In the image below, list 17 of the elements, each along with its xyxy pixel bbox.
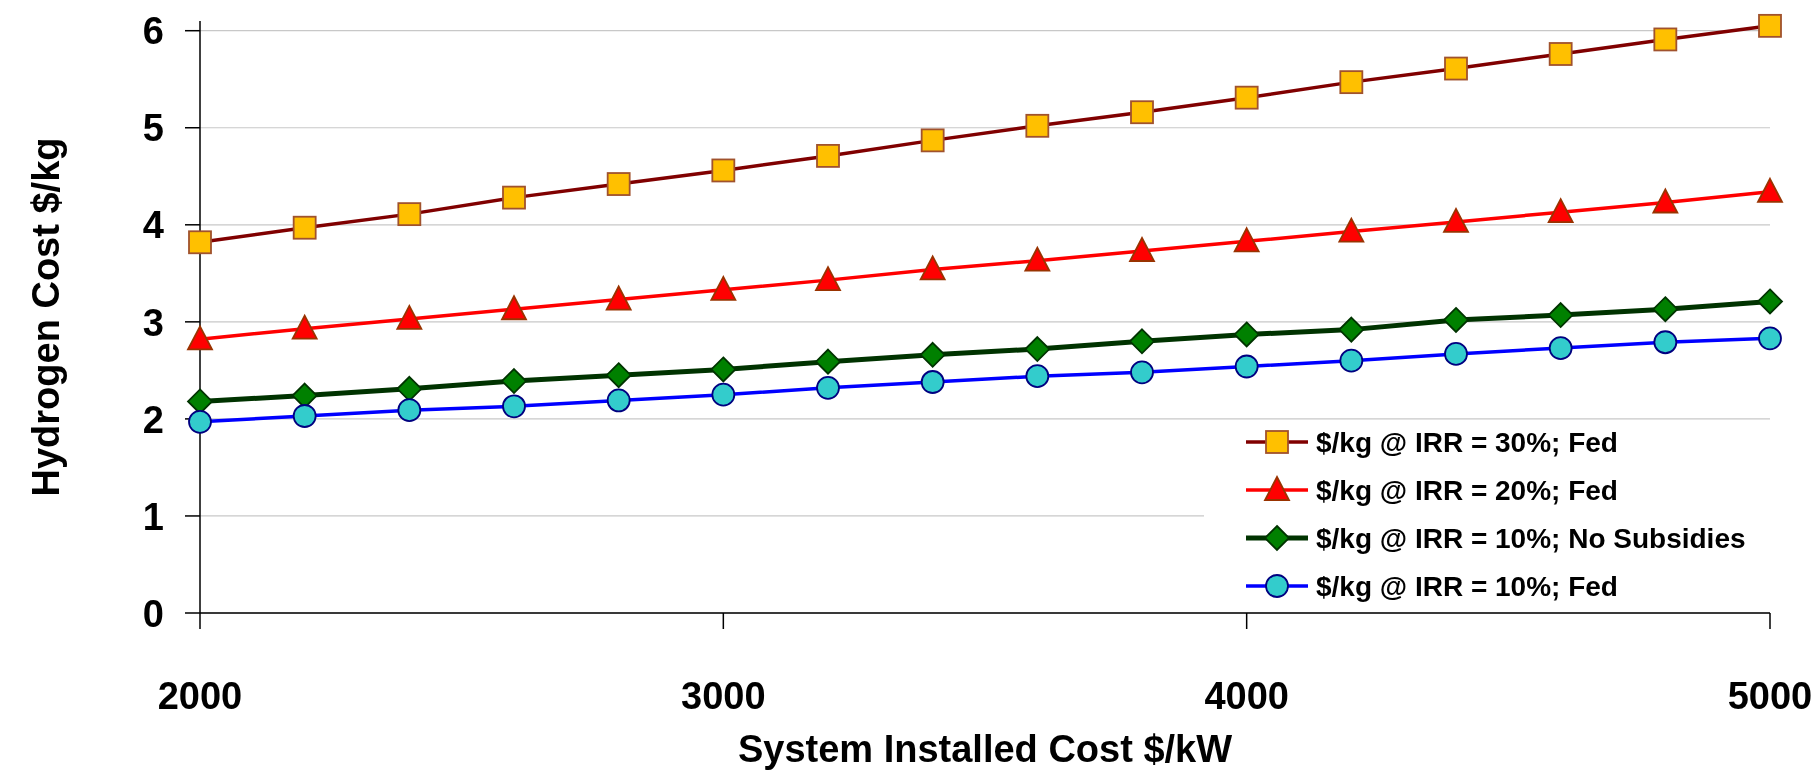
legend-label: $/kg @ IRR = 20%; Fed — [1316, 475, 1618, 507]
y-tick-label: 1 — [142, 495, 164, 538]
y-axis-title: Hydrogen Cost $/kg — [24, 137, 67, 497]
x-tick-label: 4000 — [1204, 675, 1289, 717]
y-tick-label: 4 — [142, 204, 164, 247]
y-tick-label: 6 — [142, 10, 164, 53]
x-axis-title: System Installed Cost $/kW — [737, 728, 1233, 770]
y-tick-label: 3 — [142, 301, 164, 344]
legend-label: $/kg @ IRR = 10%; Fed — [1316, 571, 1618, 603]
y-tick-label: 2 — [142, 398, 164, 441]
legend-label: $/kg @ IRR = 10%; No Subsidies — [1316, 523, 1746, 555]
x-tick-label: 3000 — [681, 675, 766, 717]
x-tick-label: 5000 — [1727, 675, 1813, 717]
x-tick-label: 2000 — [157, 675, 243, 717]
legend-label: $/kg @ IRR = 30%; Fed — [1316, 427, 1618, 459]
y-tick-label: 5 — [142, 107, 164, 150]
y-tick-label: 0 — [142, 592, 164, 635]
